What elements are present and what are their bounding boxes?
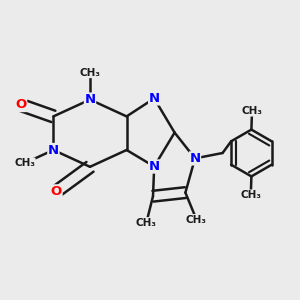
Text: CH₃: CH₃ [242,106,262,116]
Text: CH₃: CH₃ [186,214,207,225]
Text: N: N [48,143,59,157]
Text: CH₃: CH₃ [14,158,35,168]
Text: N: N [148,160,160,173]
Text: N: N [84,93,96,106]
Text: CH₃: CH₃ [240,190,261,200]
Text: CH₃: CH₃ [136,218,157,228]
Text: N: N [148,92,160,105]
Text: N: N [189,152,201,165]
Text: CH₃: CH₃ [80,68,100,78]
Text: O: O [51,185,62,198]
Text: O: O [15,98,27,112]
